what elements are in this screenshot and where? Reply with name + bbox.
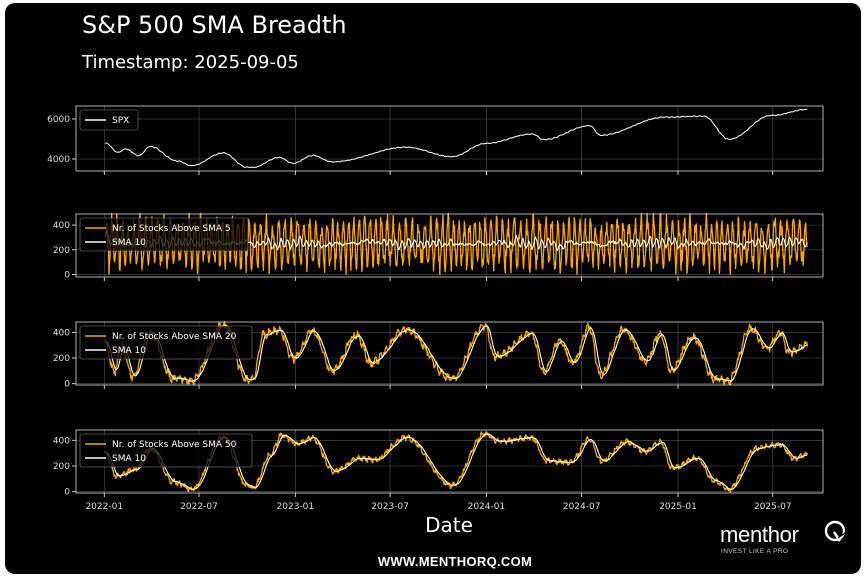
page-title: S&P 500 SMA Breadth (82, 11, 347, 39)
x-tick-label: 2023-01 (277, 502, 315, 512)
x-tick-label: 2022-01 (85, 502, 123, 512)
legend-label: Nr. of Stocks Above SMA 20 (112, 332, 237, 342)
y-tick-label: 200 (53, 246, 70, 256)
legend-label: Nr. of Stocks Above SMA 5 (112, 224, 231, 234)
x-tick-label: 2024-07 (563, 502, 601, 512)
panel-1-series-spx-line (105, 108, 808, 169)
y-tick-label: 0 (64, 271, 70, 281)
panel-3-legend-box (79, 325, 253, 360)
x-tick-label: 2025-07 (754, 502, 792, 512)
y-tick-label: 6000 (47, 115, 70, 125)
x-axis-label: Date (425, 513, 473, 537)
x-tick-label: 2023-07 (371, 502, 409, 512)
y-tick-label: 0 (64, 380, 70, 390)
y-tick-label: 0 (64, 488, 70, 498)
x-tick-label: 2025-01 (659, 502, 697, 512)
y-tick-label: 200 (53, 354, 70, 364)
panel-4-border (75, 429, 824, 494)
q-logo-icon (824, 520, 846, 542)
brand-name: menthor (720, 522, 799, 547)
panel-3-border (75, 321, 824, 386)
panel-2-legend-box (79, 217, 249, 252)
legend-label: Nr. of Stocks Above SMA 50 (112, 440, 237, 450)
panel-1-background (76, 106, 823, 171)
legend-label: SMA 10 (112, 454, 146, 464)
legend-label: SMA 10 (112, 238, 146, 248)
y-tick-label: 400 (53, 221, 70, 231)
footer-url[interactable]: WWW.MENTHORQ.COM (377, 554, 533, 569)
y-tick-label: 400 (53, 436, 70, 446)
legend-label: SMA 10 (112, 346, 146, 356)
panel-1-border (75, 105, 824, 172)
panel-4-legend-box (79, 433, 253, 468)
panel-2-border (75, 213, 824, 278)
y-tick-label: 200 (53, 462, 70, 472)
y-tick-label: 4000 (47, 155, 70, 165)
brand-tagline: INVEST LIKE A PRO (721, 548, 789, 555)
legend-label: SPX (112, 116, 129, 126)
y-tick-label: 400 (53, 328, 70, 338)
timestamp-subtitle: Timestamp: 2025-09-05 (82, 52, 299, 73)
x-tick-label: 2022-07 (180, 502, 218, 512)
panel-1-legend-box (79, 109, 139, 131)
brand-logo: menthor INVEST LIKE A PRO (720, 520, 846, 555)
x-tick-label: 2024-01 (468, 502, 506, 512)
